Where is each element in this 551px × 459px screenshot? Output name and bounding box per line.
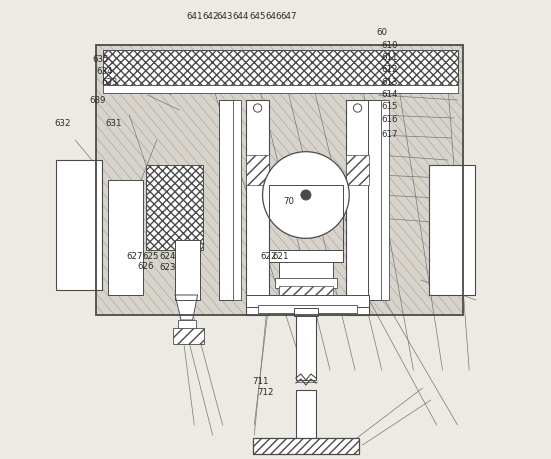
Bar [146, 165, 203, 250]
Text: 646: 646 [266, 11, 282, 21]
Text: 626: 626 [137, 262, 153, 271]
Bar [275, 278, 337, 288]
Bar [109, 180, 143, 295]
Text: 635: 635 [92, 55, 109, 64]
Bar [172, 328, 204, 344]
Text: 647: 647 [280, 11, 296, 21]
Text: 625: 625 [142, 252, 159, 261]
Bar [177, 320, 196, 330]
Bar [296, 390, 316, 440]
Text: 711: 711 [252, 377, 269, 386]
Circle shape [301, 190, 311, 200]
Bar [102, 85, 457, 93]
Text: 631: 631 [106, 119, 122, 129]
Text: 634: 634 [96, 67, 113, 76]
Bar [269, 250, 343, 262]
Text: 642: 642 [202, 11, 219, 21]
Bar [294, 308, 317, 316]
Text: 633: 633 [101, 78, 117, 87]
Text: 643: 643 [217, 11, 233, 21]
Bar [279, 262, 333, 280]
Text: 611: 611 [381, 53, 398, 62]
Circle shape [353, 104, 361, 112]
Bar [258, 305, 356, 313]
Text: 612: 612 [381, 65, 398, 74]
Text: 624: 624 [160, 252, 176, 261]
Bar [381, 100, 389, 300]
Text: 610: 610 [381, 41, 398, 50]
Bar [429, 165, 475, 295]
Bar [175, 240, 200, 300]
Text: 617: 617 [381, 129, 398, 139]
Bar [96, 45, 462, 315]
Text: 632: 632 [54, 119, 71, 129]
Text: 622: 622 [261, 252, 277, 261]
Polygon shape [175, 295, 198, 320]
Text: 616: 616 [381, 115, 398, 124]
Circle shape [253, 104, 262, 112]
Bar [346, 100, 369, 315]
Bar [279, 286, 333, 300]
Text: 627: 627 [126, 252, 143, 261]
Bar [102, 50, 457, 85]
Circle shape [263, 151, 349, 238]
Text: 689: 689 [90, 95, 106, 105]
Text: 614: 614 [381, 90, 398, 99]
Bar [219, 100, 234, 300]
Bar [252, 438, 359, 454]
Text: 641: 641 [186, 11, 203, 21]
Bar [96, 45, 462, 315]
Bar [246, 295, 369, 307]
Bar [346, 155, 369, 185]
Bar [368, 100, 382, 300]
Text: 615: 615 [381, 102, 398, 112]
Bar [269, 185, 343, 250]
Text: 645: 645 [250, 11, 266, 21]
Bar [246, 100, 269, 315]
Text: 70: 70 [284, 197, 295, 207]
Text: 613: 613 [381, 78, 398, 87]
Text: 712: 712 [257, 388, 274, 397]
Bar [246, 155, 269, 185]
Text: 621: 621 [272, 252, 289, 261]
Text: 623: 623 [160, 263, 176, 272]
Bar [56, 160, 102, 290]
Text: 60: 60 [376, 28, 387, 37]
Bar [296, 315, 316, 380]
Text: 644: 644 [232, 11, 249, 21]
Bar [233, 100, 241, 300]
